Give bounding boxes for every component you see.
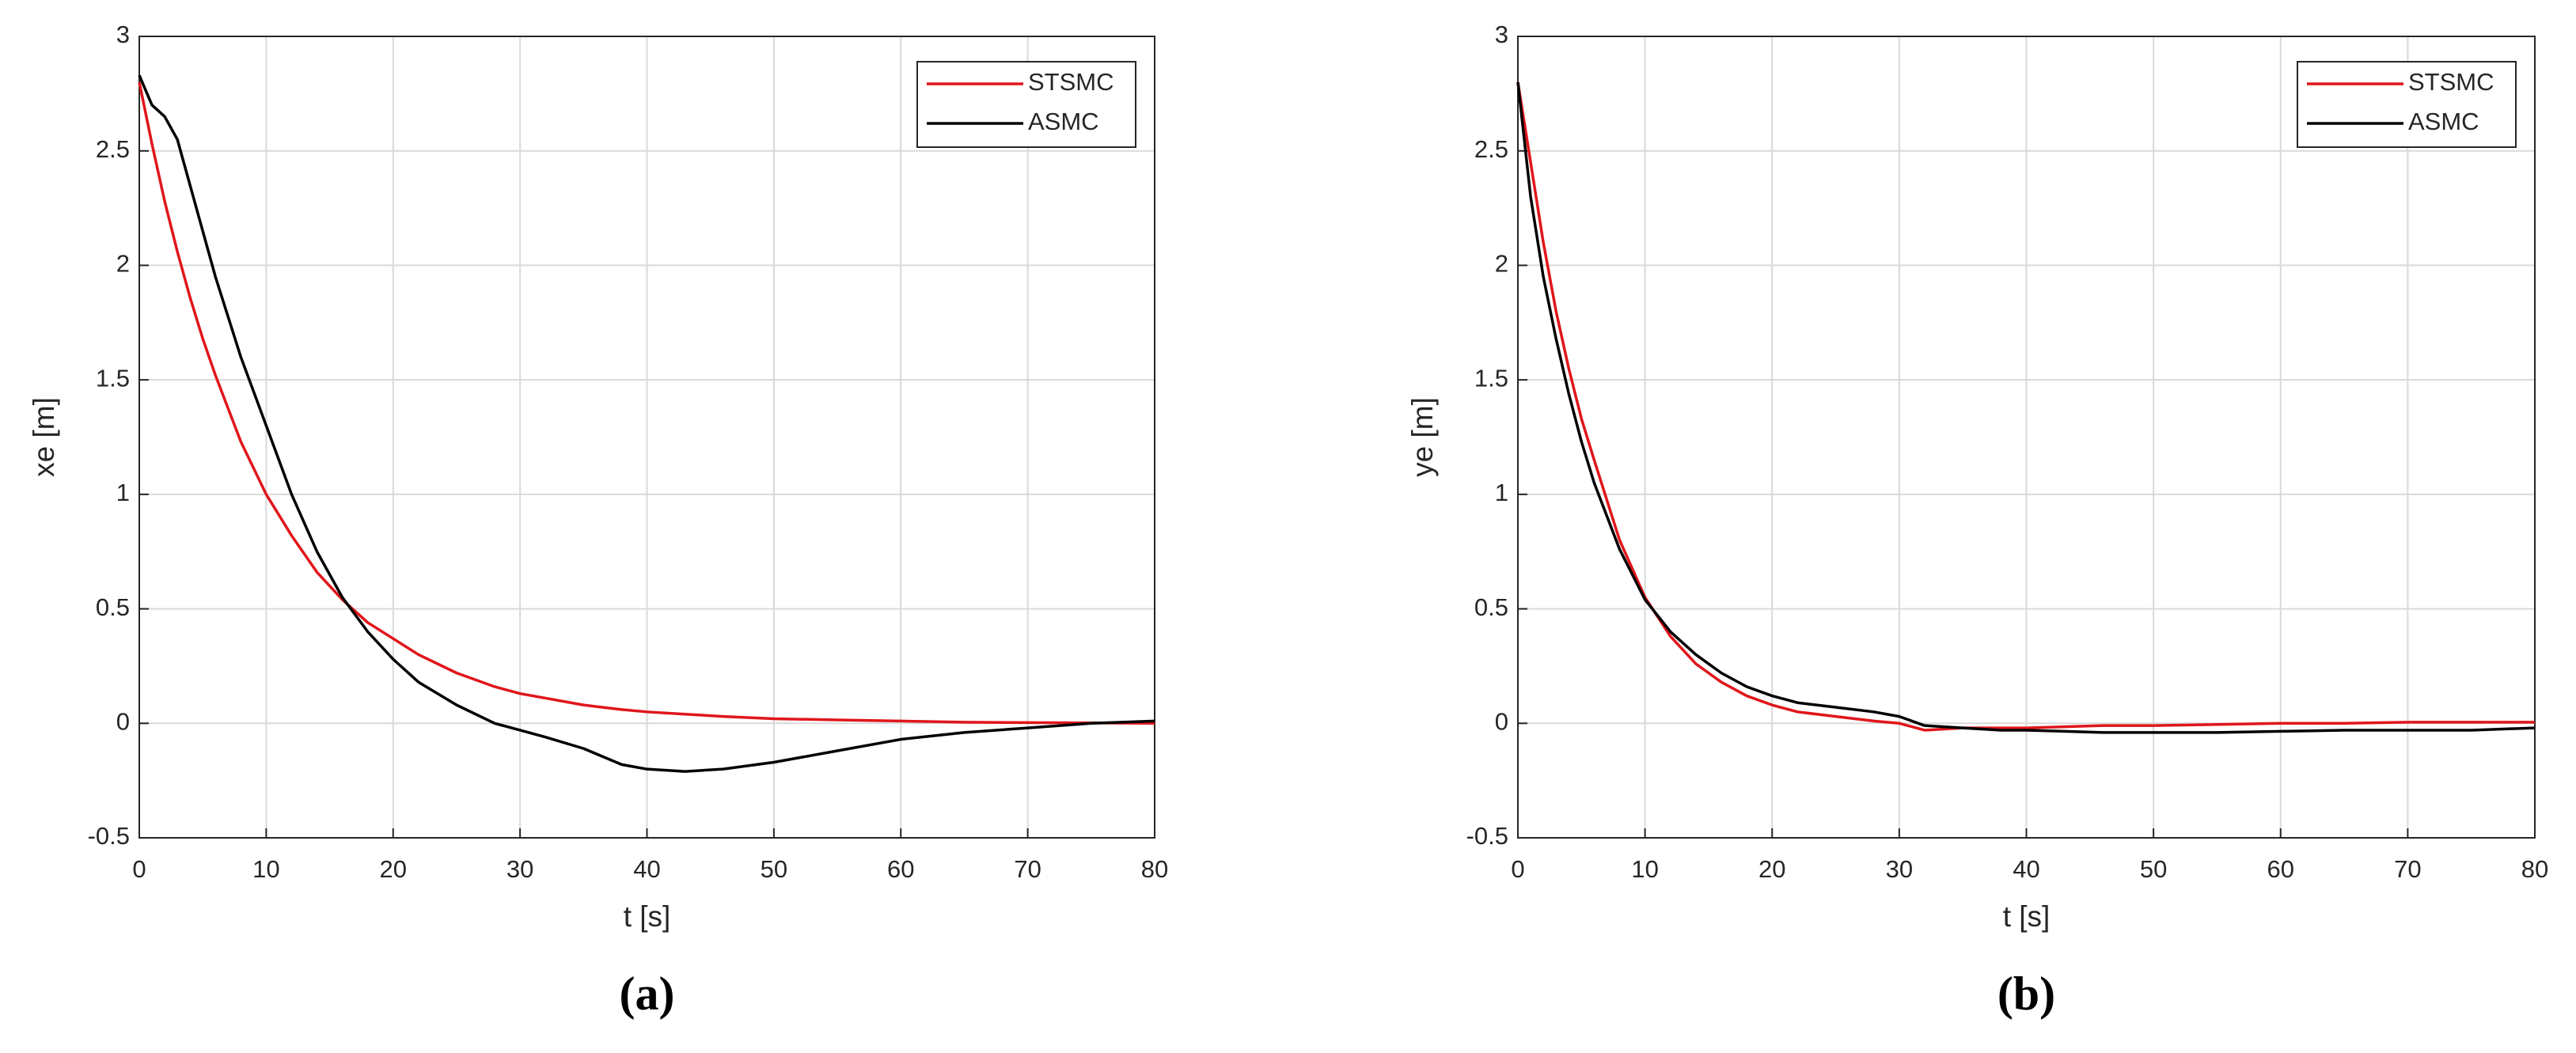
data-line [138,74,1155,773]
legend-label: STSMC [2408,68,2494,96]
y-tick-label: 2 [1495,250,1508,278]
x-tick-label: 50 [761,855,787,883]
y-tick-label: -0.5 [88,822,130,850]
y-tick-label: 1 [1495,479,1508,506]
caption: (b) [1997,968,2055,1020]
x-tick-label: 40 [633,855,660,883]
x-tick-label: 70 [2394,855,2421,883]
y-tick-label: 0 [116,707,130,735]
x-tick-label: 60 [887,855,914,883]
x-tick-label: 50 [2140,855,2167,883]
legend-box [2297,61,2517,148]
x-tick-label: 30 [506,855,533,883]
x-tick-label: 10 [1631,855,1658,883]
y-tick-label: 2.5 [96,135,130,163]
y-tick-label: -0.5 [1466,822,1508,850]
x-tick-label: 30 [1886,855,1913,883]
axes-box [138,36,1155,839]
y-tick-label: 0.5 [1474,593,1508,621]
x-tick-label: 40 [2013,855,2039,883]
y-axis-label: ye [m] [1406,397,1439,477]
x-tick-label: 80 [1141,855,1168,883]
x-axis-label: t [s] [2003,900,2051,933]
x-tick-label: 10 [252,855,279,883]
x-tick-label: 0 [132,855,146,883]
y-tick-label: 2 [116,250,130,278]
y-tick-label: 0.5 [96,593,130,621]
y-tick-label: 0 [1495,707,1508,735]
y-tick-label: 1.5 [1474,364,1508,392]
legend-label: ASMC [1028,108,1099,135]
legend-label: STSMC [1028,68,1114,96]
data-line [1516,81,2535,732]
x-tick-label: 20 [1758,855,1785,883]
y-tick-label: 3 [116,21,130,48]
y-tick-label: 3 [1495,21,1508,48]
data-line [138,81,1155,725]
legend-box [916,61,1136,148]
y-axis-label: xe [m] [28,397,60,477]
x-tick-label: 0 [1511,855,1524,883]
caption: (a) [620,968,675,1020]
data-line [1516,81,2536,734]
x-tick-label: 20 [380,855,407,883]
y-tick-label: 1.5 [96,364,130,392]
legend-label: ASMC [2408,108,2479,135]
x-tick-label: 60 [2267,855,2294,883]
y-tick-label: 1 [116,479,130,506]
x-tick-label: 70 [1014,855,1041,883]
axes-box [1517,36,2536,839]
x-tick-label: 80 [2521,855,2548,883]
x-axis-label: t [s] [624,900,671,933]
y-tick-label: 2.5 [1474,135,1508,163]
